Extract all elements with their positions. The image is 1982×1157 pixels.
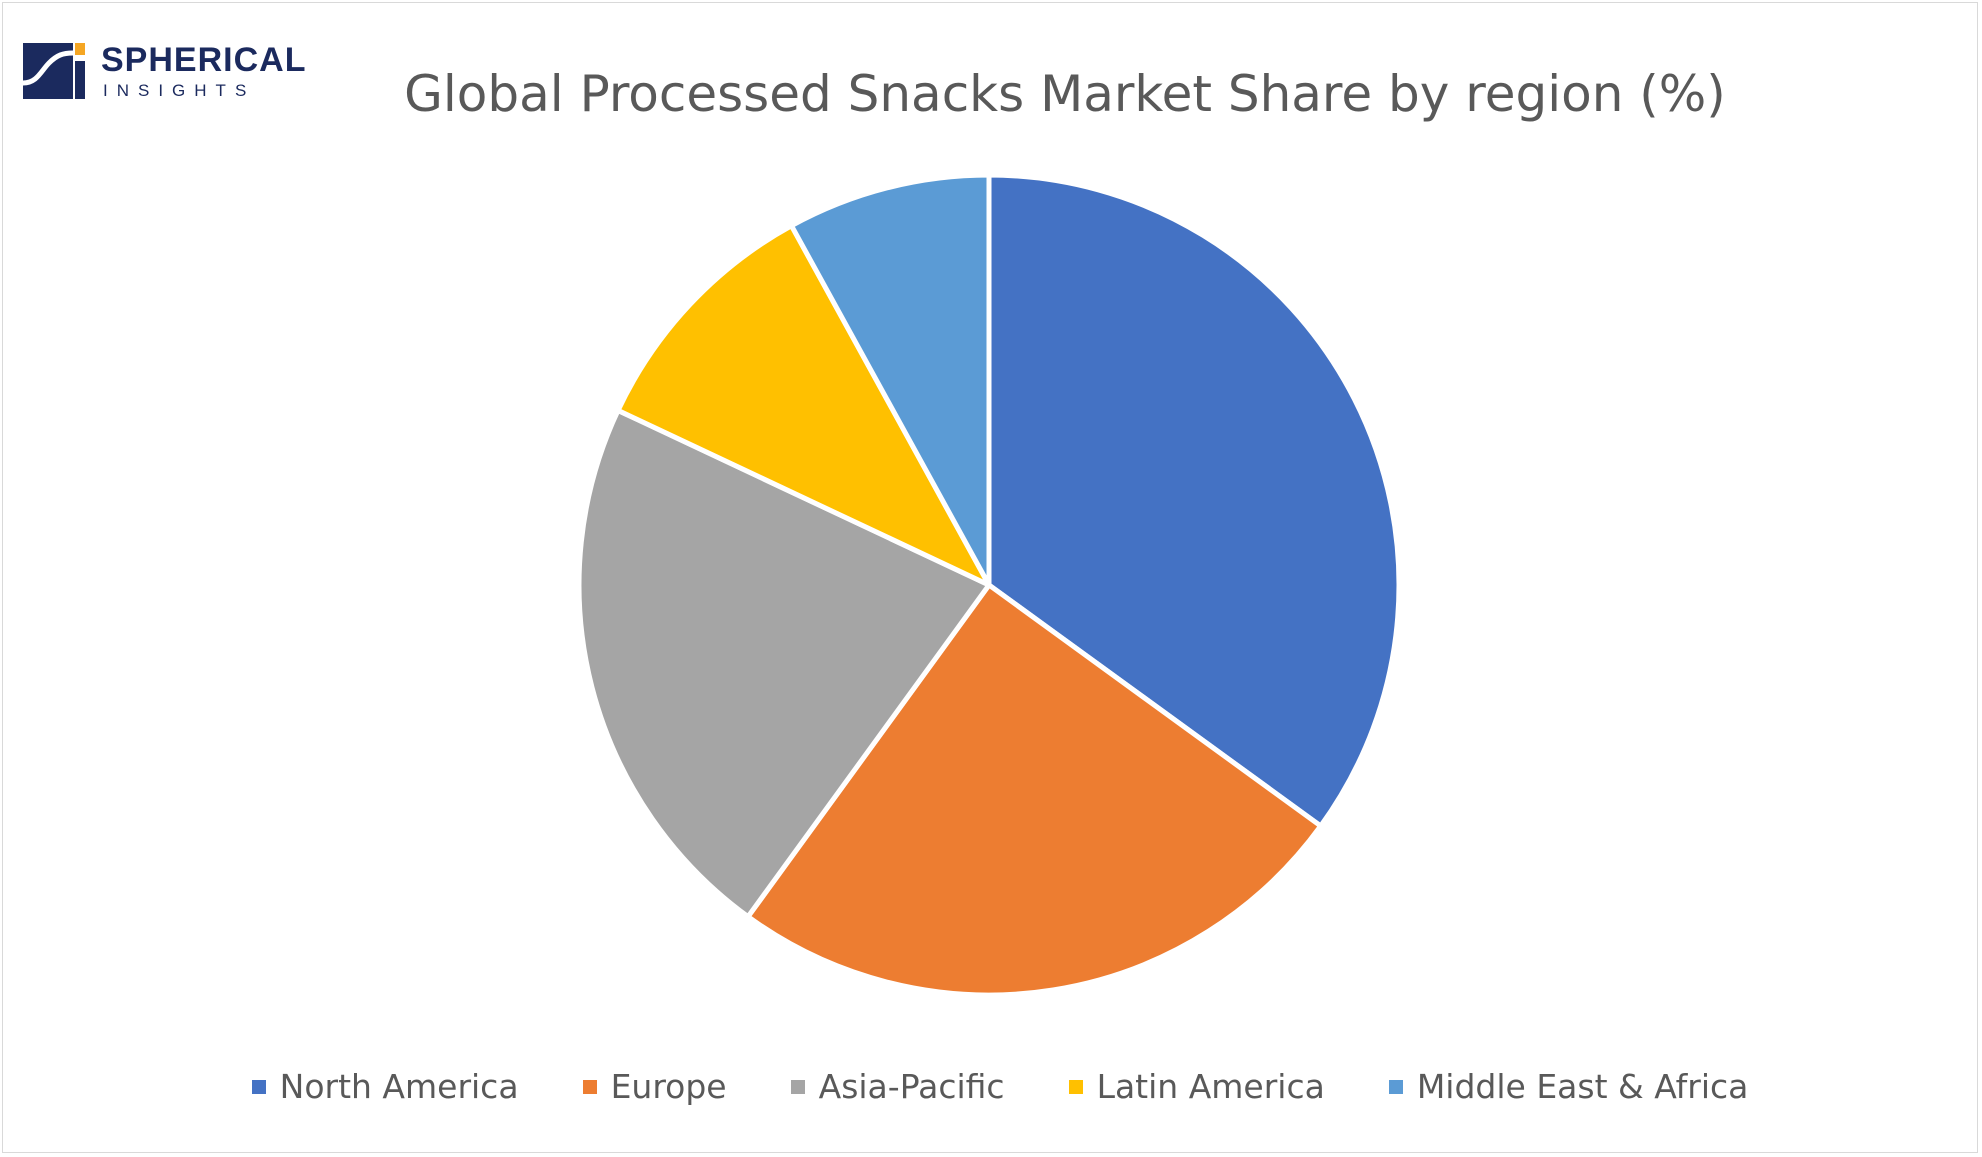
legend-swatch-north-america [251, 1079, 266, 1094]
legend-label-latin-america: Latin America [1096, 1067, 1325, 1106]
pie-chart [576, 172, 1402, 998]
spherical-insights-logo: SPHERICAL INSIGHTS [23, 41, 305, 101]
legend-item-latin-america: Latin America [1068, 1067, 1325, 1106]
legend-swatch-latin-america [1068, 1079, 1083, 1094]
legend-label-asia-pacific: Asia-Pacific [818, 1067, 1005, 1106]
legend-swatch-asia-pacific [790, 1079, 805, 1094]
legend-item-north-america: North America [251, 1067, 519, 1106]
legend-label-europe: Europe [610, 1067, 727, 1106]
chart-title: Global Processed Snacks Market Share by … [404, 65, 1726, 123]
logo-mark-icon [23, 43, 85, 99]
legend-label-north-america: North America [279, 1067, 519, 1106]
legend-swatch-europe [582, 1079, 597, 1094]
pie-slice-north-america [986, 172, 1402, 829]
pie-slice-middle-east-africa [788, 172, 992, 588]
legend-label-middle-east-africa: Middle East & Africa [1416, 1067, 1749, 1106]
chart-legend: North America Europe Asia-Pacific Latin Ame… [3, 1067, 1977, 1106]
logo-text-line1: SPHERICAL [101, 41, 307, 79]
legend-item-middle-east-africa: Middle East & Africa [1388, 1067, 1749, 1106]
legend-swatch-middle-east-africa [1388, 1079, 1403, 1094]
legend-item-europe: Europe [582, 1067, 727, 1106]
pie-slice-europe [745, 582, 1324, 998]
legend-item-asia-pacific: Asia-Pacific [790, 1067, 1005, 1106]
logo-text-line2: INSIGHTS [103, 81, 256, 100]
pie-slice-latin-america [615, 223, 992, 588]
